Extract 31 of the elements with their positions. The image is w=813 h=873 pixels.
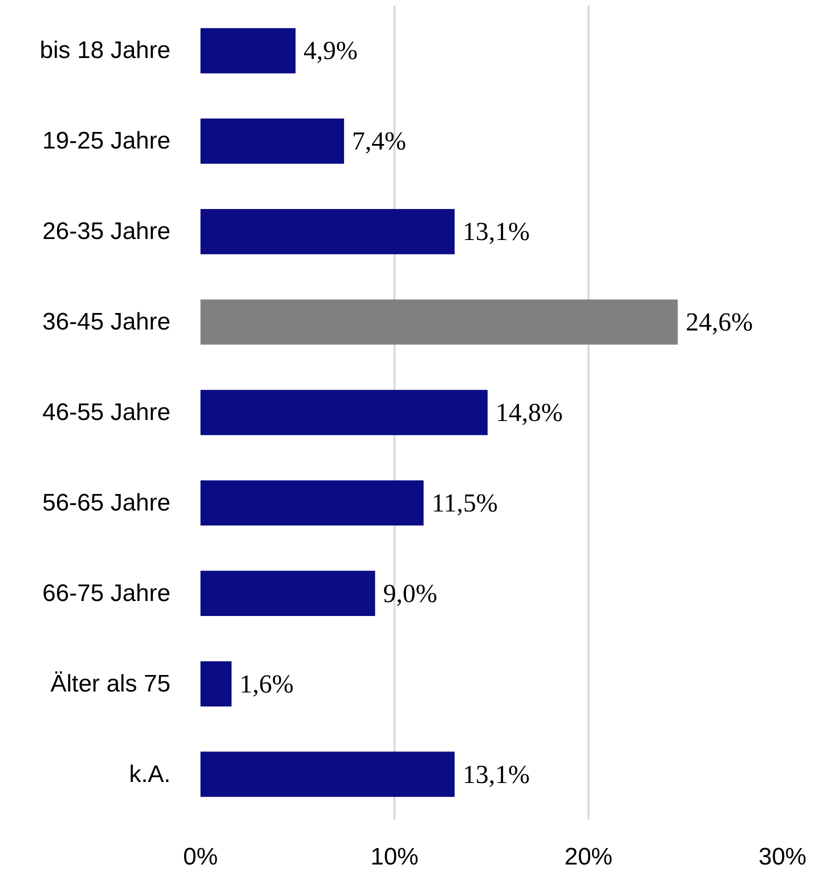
y-tick-label: k.A. bbox=[129, 760, 170, 788]
data-label: 7,4% bbox=[352, 126, 406, 156]
data-label: 14,8% bbox=[496, 398, 563, 427]
data-label: 13,1% bbox=[462, 217, 530, 246]
data-label: 4,9% bbox=[304, 36, 358, 66]
bar bbox=[200, 209, 455, 254]
x-tick-label: 10% bbox=[370, 844, 419, 870]
y-tick-label: 66-75 Jahre bbox=[42, 580, 171, 607]
bar bbox=[200, 570, 376, 616]
x-tick-label: 0% bbox=[183, 844, 218, 870]
bar bbox=[200, 118, 344, 164]
bar bbox=[200, 390, 488, 436]
bar bbox=[200, 28, 296, 74]
bar bbox=[200, 480, 424, 526]
y-tick-label: 56-65 Jahre bbox=[42, 489, 171, 516]
y-tick-label: 36-45 Jahre bbox=[42, 308, 171, 336]
bar bbox=[200, 752, 455, 797]
data-label: 11,5% bbox=[432, 488, 498, 518]
x-tick-label: 20% bbox=[564, 844, 613, 870]
y-tick-label: 46-55 Jahre bbox=[42, 399, 171, 426]
data-label: 13,1% bbox=[462, 760, 530, 789]
y-tick-label: 26-35 Jahre bbox=[42, 218, 171, 246]
y-tick-label: bis 18 Jahre bbox=[40, 37, 171, 64]
data-label: 1,6% bbox=[240, 669, 294, 698]
y-tick-label: Älter als 75 bbox=[50, 670, 171, 698]
bar bbox=[200, 299, 678, 345]
y-tick-label: 19-25 Jahre bbox=[42, 128, 171, 155]
bar bbox=[200, 661, 232, 706]
x-tick-label: 30% bbox=[758, 844, 807, 870]
data-label: 9,0% bbox=[383, 578, 438, 608]
data-label: 24,6% bbox=[686, 308, 753, 337]
